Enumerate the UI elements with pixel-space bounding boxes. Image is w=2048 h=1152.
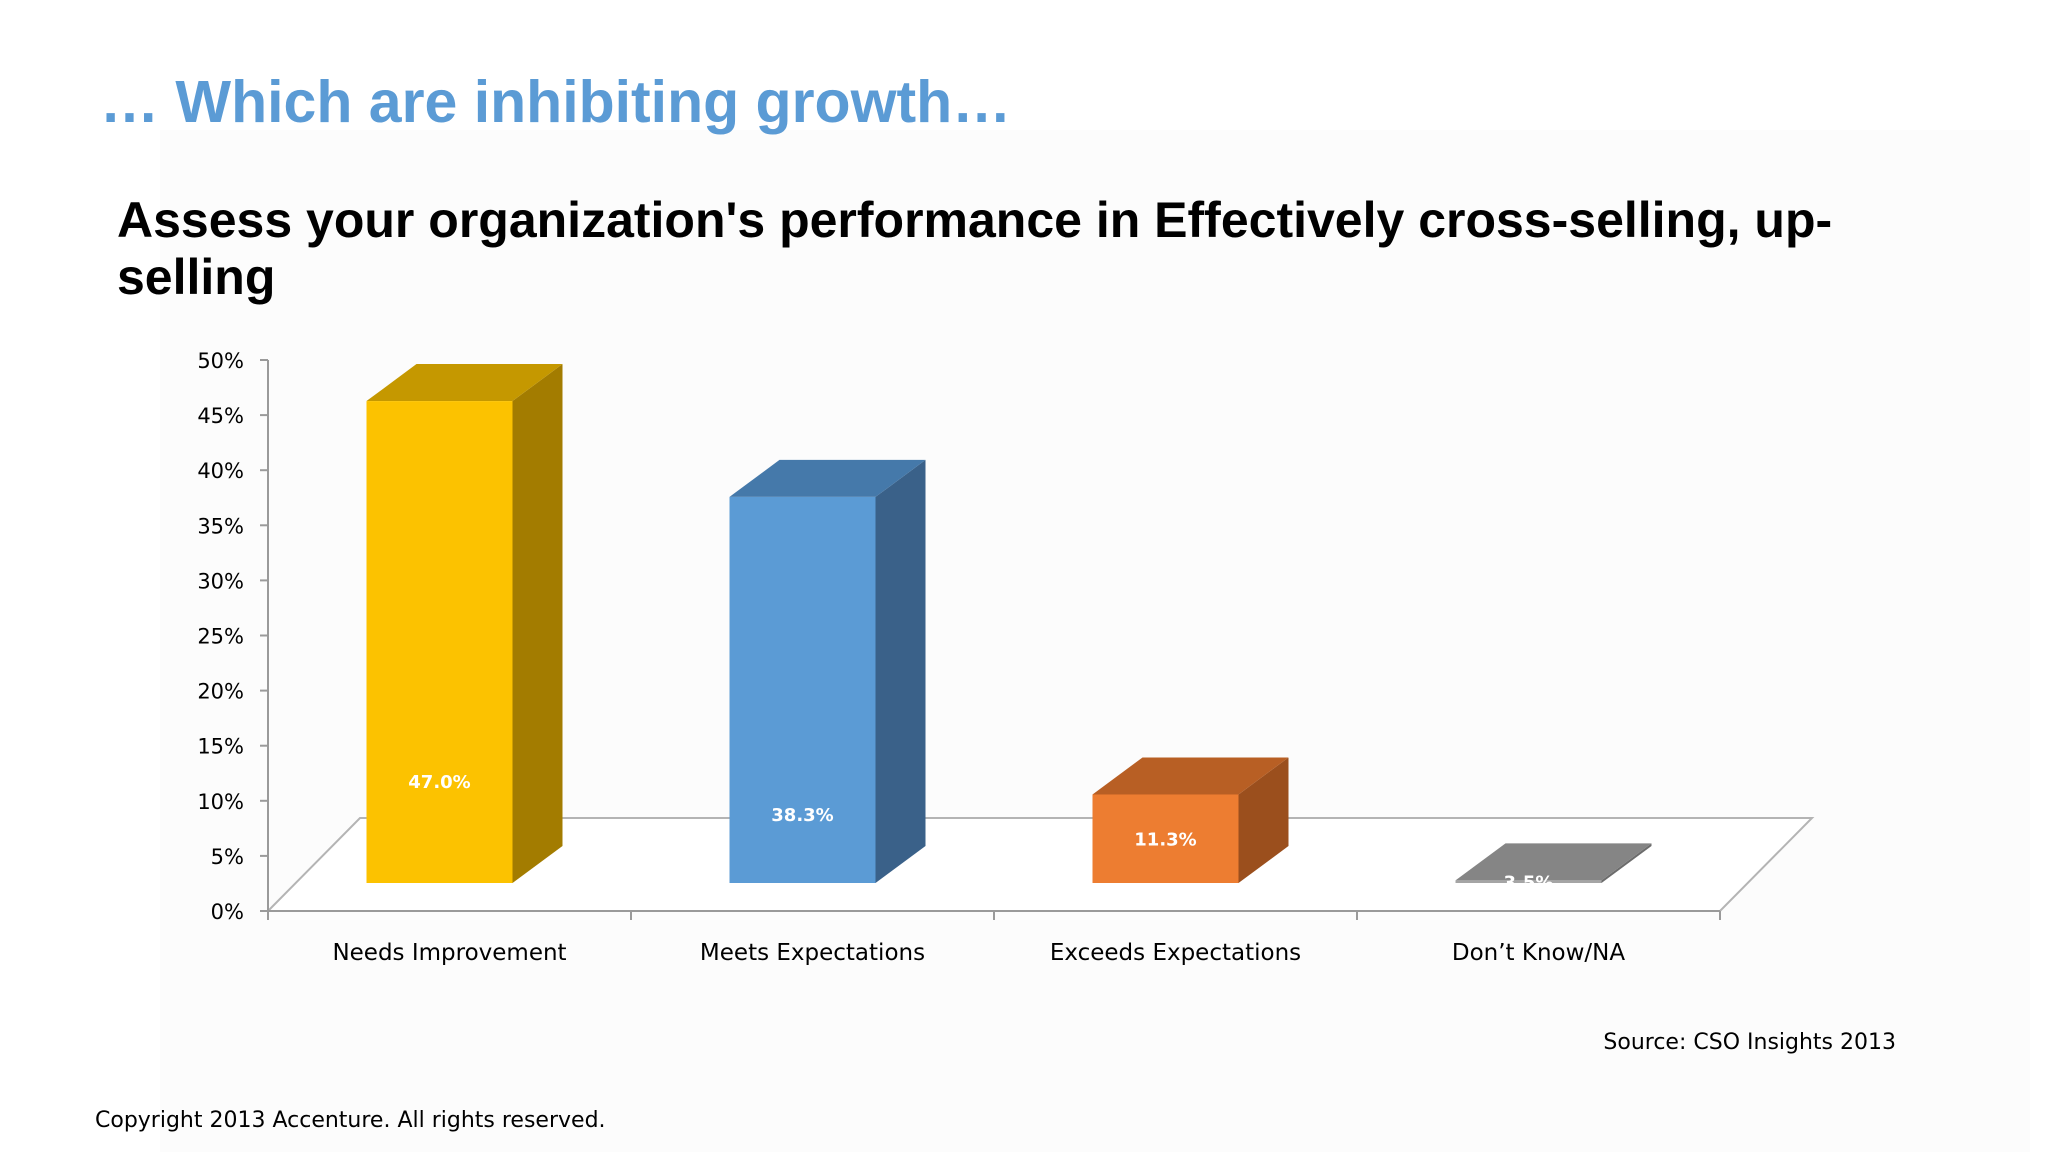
y-tick-label: 50%	[197, 349, 244, 373]
y-tick-label: 10%	[197, 790, 244, 814]
chart-title: Assess your organization's performance i…	[117, 192, 1833, 305]
y-tick-label: 35%	[197, 514, 244, 538]
bar-meets-expectations-top	[729, 459, 926, 497]
bar-meets-expectations	[729, 496, 876, 883]
category-label: Needs Improvement	[332, 940, 566, 966]
bar-needs-improvement-top	[366, 364, 563, 402]
y-tick-label: 30%	[197, 569, 244, 593]
data-label: 11.3%	[1134, 830, 1196, 851]
y-tick-label: 15%	[197, 735, 244, 759]
y-tick-label: 0%	[211, 900, 244, 924]
y-tick-label: 5%	[211, 845, 244, 869]
bar-exceeds-expectations	[1092, 794, 1239, 883]
data-label: 38.3%	[771, 805, 833, 826]
category-label: Exceeds Expectations	[1050, 940, 1301, 966]
source-note: Source: CSO Insights 2013	[1603, 1030, 1896, 1055]
category-label: Meets Expectations	[700, 940, 925, 966]
data-label: 47.0%	[408, 772, 470, 793]
data-label: 3.5%	[1504, 873, 1554, 894]
y-tick-label: 40%	[197, 459, 244, 483]
bar-exceeds-expectations-side	[1238, 757, 1289, 883]
copyright-note: Copyright 2013 Accenture. All rights res…	[95, 1108, 606, 1133]
category-label: Don’t Know/NA	[1452, 940, 1625, 966]
y-tick-label: 45%	[197, 404, 244, 428]
bar-don-t-know-na-top	[1455, 843, 1652, 881]
y-tick-label: 25%	[197, 625, 244, 649]
bar-exceeds-expectations-top	[1092, 757, 1289, 795]
bar-needs-improvement	[366, 401, 513, 883]
y-tick-label: 20%	[197, 680, 244, 704]
bar-meets-expectations-side	[875, 459, 926, 883]
bar-don-t-know-na	[1455, 880, 1602, 883]
bar-needs-improvement-side	[512, 364, 563, 883]
bar-don-t-know-na-side	[1601, 843, 1652, 883]
slide-heading: … Which are inhibiting growth…	[100, 69, 1012, 135]
